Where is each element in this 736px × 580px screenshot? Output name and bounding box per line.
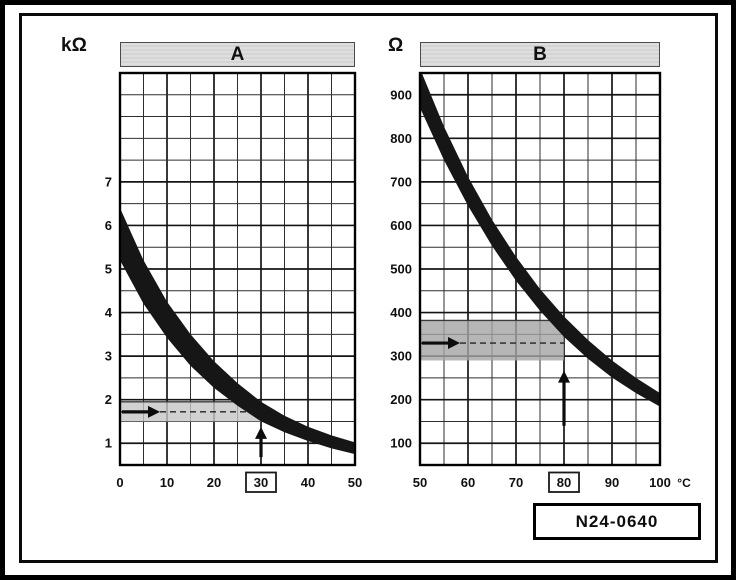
svg-text:60: 60 [461, 475, 475, 490]
svg-text:30: 30 [254, 475, 268, 490]
boxed-tick [245, 471, 277, 493]
chart-a-title-bar: A [120, 42, 355, 67]
chart-b-plot: 100 200 300 400 500 600 700 800 900 50 60 70 80 90 100… [390, 71, 691, 493]
svg-text:700: 700 [390, 174, 412, 189]
svg-text:20: 20 [207, 475, 221, 490]
svg-text:1: 1 [105, 436, 112, 451]
svg-text:800: 800 [390, 131, 412, 146]
svg-text:4: 4 [105, 305, 113, 320]
svg-text:5: 5 [105, 262, 112, 277]
pointer-arrows [422, 337, 570, 426]
svg-text:90: 90 [605, 475, 619, 490]
svg-text:70: 70 [509, 475, 523, 490]
resistance-tolerance-band [120, 208, 355, 455]
svg-text:50: 50 [348, 475, 362, 490]
plot-border [418, 71, 662, 467]
svg-text:2: 2 [105, 392, 112, 407]
svg-text:3: 3 [105, 349, 112, 364]
chart-a-plot: 1 2 3 4 5 6 7 0 10 20 30 40 50 [105, 71, 362, 493]
chart-a-panel-letter: A [230, 43, 245, 65]
pointer-arrows [122, 405, 267, 458]
svg-text:100: 100 [390, 436, 412, 451]
svg-text:50: 50 [413, 475, 427, 490]
chart-b-unit-label: Ω [388, 35, 404, 56]
svg-text:80: 80 [557, 475, 571, 490]
svg-text:°C: °C [677, 476, 691, 490]
reference-number-box: N24-0640 [533, 503, 701, 540]
svg-text:0: 0 [116, 475, 123, 490]
svg-text:600: 600 [390, 218, 412, 233]
svg-text:6: 6 [105, 218, 112, 233]
svg-text:300: 300 [390, 349, 412, 364]
svg-text:10: 10 [160, 475, 174, 490]
reading-highlight [420, 319, 564, 361]
svg-text:900: 900 [390, 87, 412, 102]
plot-border [118, 71, 357, 467]
svg-text:100: 100 [649, 475, 671, 490]
svg-text:500: 500 [390, 262, 412, 277]
chart-b-title-bar: B [420, 42, 660, 67]
svg-text:200: 200 [390, 392, 412, 407]
svg-text:40: 40 [301, 475, 315, 490]
reference-number: N24-0640 [575, 511, 659, 531]
boxed-tick [548, 471, 580, 493]
chart-b-panel-letter: B [533, 43, 547, 65]
svg-text:7: 7 [105, 174, 112, 189]
svg-text:400: 400 [390, 305, 412, 320]
axis-labels: 1 2 3 4 5 6 7 0 10 20 30 40 50 [105, 174, 362, 493]
axis-labels: 100 200 300 400 500 600 700 800 900 50 60 70 80 90 100… [390, 87, 691, 493]
chart-a-unit-label: kΩ [61, 35, 87, 56]
